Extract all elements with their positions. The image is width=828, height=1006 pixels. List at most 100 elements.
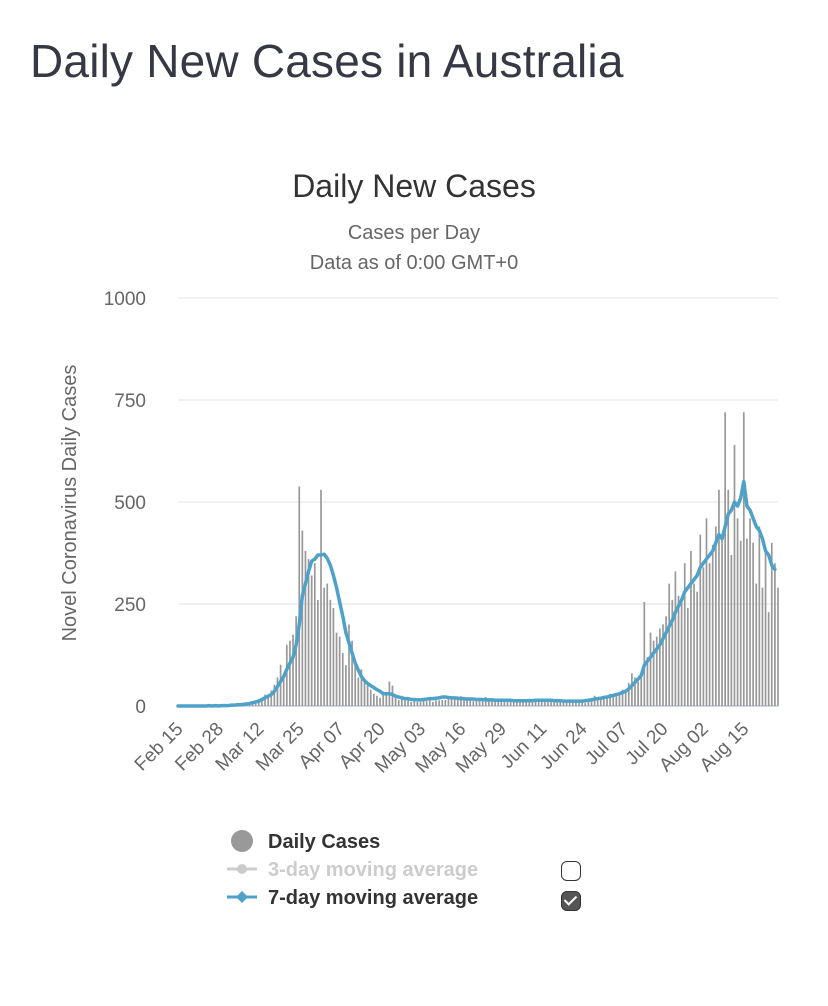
bar	[587, 701, 590, 706]
legend-item-0[interactable]: Daily Cases	[231, 830, 380, 853]
y-tick-label: 1000	[104, 289, 146, 310]
bar	[593, 695, 596, 706]
bar	[571, 701, 574, 706]
bar	[469, 700, 472, 706]
bar	[494, 701, 496, 706]
bar	[609, 693, 611, 706]
bar	[596, 697, 599, 706]
bar	[447, 698, 450, 706]
x-tick-label: Jun 24	[536, 718, 591, 773]
bar	[724, 412, 727, 706]
bar	[677, 595, 680, 706]
bar	[777, 587, 779, 706]
bar	[739, 540, 742, 706]
bar	[652, 640, 655, 706]
daily-cases-bars	[186, 412, 779, 706]
bar	[289, 640, 291, 706]
bar	[547, 701, 549, 706]
legend-item-2[interactable]: 7-day moving average	[227, 887, 478, 909]
bar	[634, 677, 636, 706]
legend-marker	[236, 891, 248, 903]
bar	[599, 697, 602, 706]
bar	[475, 698, 478, 706]
bar	[382, 691, 385, 706]
bar	[341, 652, 344, 706]
bar	[497, 701, 500, 706]
bar	[385, 693, 388, 706]
chart-title: Daily New Cases	[292, 168, 536, 204]
bar	[397, 699, 400, 706]
sma7-line	[176, 479, 777, 708]
bar	[516, 701, 518, 706]
bar	[752, 542, 754, 706]
bar	[456, 699, 459, 706]
bar	[556, 701, 559, 706]
bar	[680, 599, 683, 706]
bar	[472, 701, 475, 706]
bar	[428, 699, 431, 706]
bar	[553, 700, 556, 706]
bar	[770, 542, 773, 706]
y-tick-label: 500	[114, 493, 146, 514]
bar	[671, 599, 674, 706]
bar	[674, 571, 677, 706]
bar	[351, 640, 353, 706]
bar	[310, 575, 313, 706]
bar	[540, 701, 543, 706]
bar	[643, 601, 646, 706]
chart-subtitle-2: Data as of 0:00 GMT+0	[310, 252, 518, 274]
bar	[307, 559, 310, 706]
y-tick-label: 750	[114, 391, 146, 412]
bar	[621, 689, 624, 706]
bar	[699, 534, 702, 706]
bar	[637, 681, 639, 706]
bar	[606, 698, 608, 706]
legend-item-1[interactable]: 3-day moving average	[227, 859, 478, 881]
bar	[373, 693, 375, 706]
bar	[407, 699, 409, 706]
bar	[646, 657, 649, 706]
bar	[522, 700, 524, 706]
bar	[665, 616, 667, 706]
legend-label: 3-day moving average	[268, 859, 478, 881]
bar	[413, 699, 416, 706]
bar	[736, 518, 739, 706]
bar	[618, 692, 621, 706]
bar	[435, 700, 437, 706]
y-axis-title: Novel Coronavirus Daily Cases	[59, 365, 81, 642]
bar	[264, 694, 266, 706]
bar	[543, 700, 546, 706]
bar	[649, 632, 652, 706]
bar	[416, 701, 419, 706]
bar	[282, 674, 285, 706]
bar	[338, 636, 341, 706]
bar	[488, 699, 490, 706]
bar	[444, 699, 447, 706]
y-tick-label: 250	[114, 595, 146, 616]
legend-label: Daily Cases	[268, 831, 380, 853]
bar	[727, 489, 730, 706]
bar	[323, 587, 325, 706]
sma7-toggle-checkbox[interactable]	[561, 891, 581, 911]
bar	[348, 624, 350, 706]
bar	[696, 591, 699, 706]
bar	[721, 538, 723, 706]
bar	[550, 699, 552, 706]
bar	[441, 699, 444, 706]
bar	[366, 685, 369, 706]
bar	[432, 701, 434, 706]
legend-marker	[231, 830, 253, 852]
sma3-toggle-checkbox[interactable]	[561, 861, 581, 881]
bar	[360, 669, 363, 706]
bar	[683, 563, 686, 706]
y-axis-ticks: 0 250 500 750 1000	[104, 289, 146, 718]
bar	[326, 583, 329, 706]
bar	[534, 699, 537, 706]
bar	[655, 636, 658, 706]
bar	[298, 486, 301, 706]
bar	[466, 699, 468, 706]
bar	[267, 695, 270, 706]
bar	[304, 550, 307, 706]
